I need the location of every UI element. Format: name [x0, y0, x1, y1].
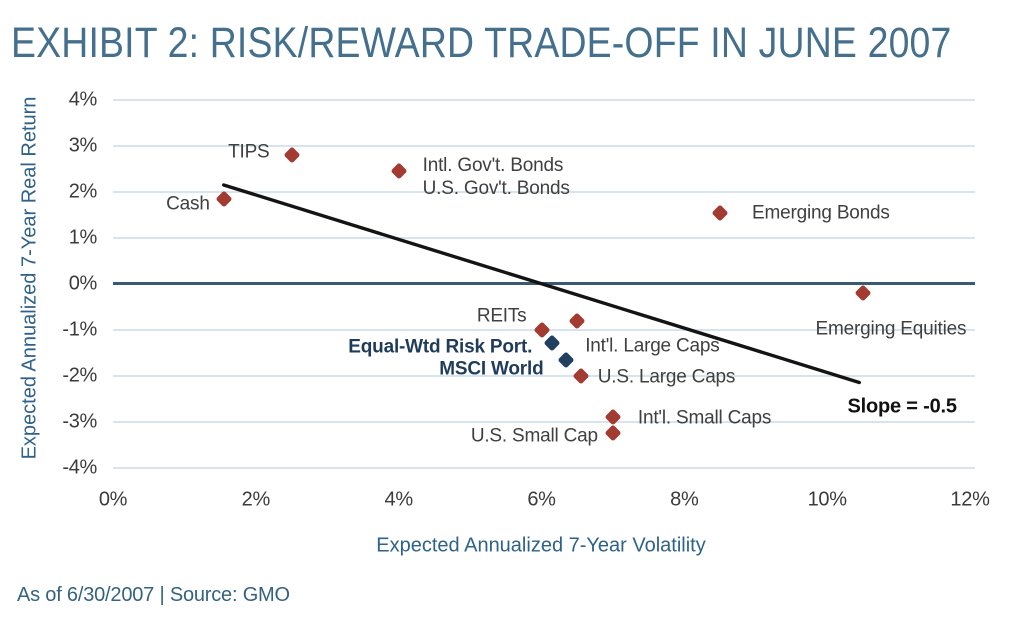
data-point-marker	[533, 321, 550, 339]
data-point-label: Equal-Wtd Risk Port.	[348, 336, 533, 358]
gridline	[113, 144, 975, 147]
x-tick-label: 12%	[950, 488, 990, 511]
data-point-label: Intl. Gov't. Bonds U.S. Gov't. Bonds	[422, 155, 570, 200]
y-tick-label: -1%	[62, 318, 97, 341]
slope-annotation: Slope = -0.5	[847, 395, 957, 418]
y-tick-label: 1%	[68, 226, 98, 249]
x-axis-title: Expected Annualized 7-Year Volatility	[376, 534, 706, 557]
data-point-label: Emerging Equities	[815, 318, 967, 340]
data-point-marker	[604, 408, 622, 426]
gridline	[113, 99, 975, 101]
data-point-label: TIPS	[228, 141, 270, 163]
x-tick-label: 2%	[241, 488, 271, 511]
gridline	[113, 420, 975, 423]
y-tick-label: -3%	[62, 410, 97, 433]
y-tick-label: 0%	[68, 272, 98, 295]
data-point-marker	[711, 204, 729, 222]
gridline	[113, 190, 975, 193]
gridline	[113, 466, 975, 469]
chart-title: EXHIBIT 2: RISK/REWARD TRADE-OFF IN JUNE…	[11, 19, 952, 67]
data-point-label: U.S. Small Cap	[470, 425, 598, 447]
x-tick-label: 4%	[384, 488, 414, 511]
data-point-label: Int'l. Large Caps	[585, 335, 720, 356]
y-tick-label: 2%	[68, 180, 98, 203]
x-tick-label: 8%	[670, 488, 699, 511]
data-point-marker	[283, 146, 301, 164]
trend-line	[221, 183, 862, 385]
data-point-marker	[543, 334, 561, 352]
data-point-marker	[572, 367, 590, 385]
data-point-label: Int'l. Small Caps	[637, 407, 772, 429]
x-tick-label: 6%	[527, 488, 556, 511]
data-point-marker	[557, 351, 575, 369]
data-point-label: Emerging Bonds	[752, 202, 890, 224]
data-point-marker	[604, 424, 622, 442]
gridline	[113, 374, 975, 377]
data-point-label: REITs	[476, 305, 527, 327]
data-point-marker	[215, 190, 233, 208]
data-point-marker	[568, 312, 586, 329]
data-point-marker	[390, 162, 408, 180]
gridline	[113, 236, 975, 239]
data-point-label: U.S. Large Caps	[597, 366, 736, 388]
data-point-label: MSCI World	[439, 358, 544, 380]
x-tick-label: 0%	[98, 488, 128, 511]
x-tick-label: 10%	[807, 488, 847, 511]
source-note: As of 6/30/2007 | Source: GMO	[17, 584, 290, 606]
data-point-marker	[854, 284, 872, 302]
data-point-label: Cash	[166, 193, 210, 215]
y-tick-label: -4%	[62, 456, 97, 478]
y-tick-label: 4%	[68, 88, 98, 111]
y-tick-label: 3%	[68, 134, 98, 157]
y-tick-label: -2%	[62, 364, 97, 387]
y-axis-title: Expected Annualized 7-Year Real Return	[18, 96, 41, 460]
